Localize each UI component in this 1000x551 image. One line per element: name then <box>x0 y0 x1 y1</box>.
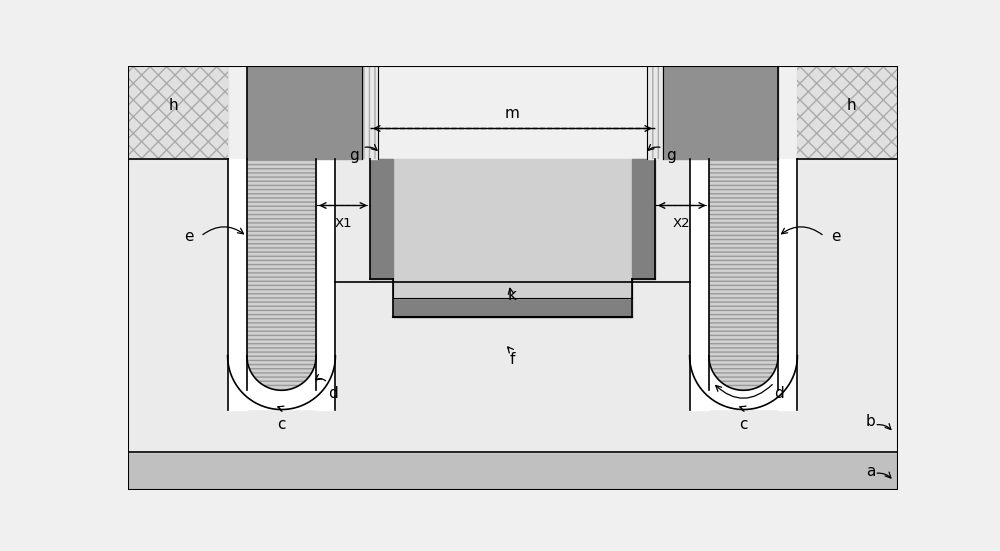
Bar <box>128 66 228 159</box>
Bar <box>316 159 335 409</box>
Bar <box>797 66 898 159</box>
Polygon shape <box>690 355 797 409</box>
Polygon shape <box>690 355 797 409</box>
Text: c: c <box>739 417 748 432</box>
Polygon shape <box>247 355 316 390</box>
Text: b: b <box>866 414 875 429</box>
Bar <box>709 159 778 390</box>
Text: g: g <box>666 148 676 163</box>
Bar <box>647 66 663 159</box>
Bar <box>362 66 378 159</box>
Polygon shape <box>228 355 335 409</box>
Bar <box>778 159 797 409</box>
Bar <box>370 159 393 279</box>
Polygon shape <box>370 159 655 317</box>
Bar <box>228 159 247 409</box>
Text: f: f <box>510 352 515 367</box>
Text: X1: X1 <box>334 217 352 230</box>
Bar <box>393 298 632 317</box>
Text: h: h <box>846 98 856 113</box>
Text: h: h <box>169 98 179 113</box>
Bar <box>632 159 655 279</box>
Bar <box>797 66 898 159</box>
Text: e: e <box>831 229 841 244</box>
Bar <box>247 66 362 159</box>
Text: k: k <box>508 289 517 304</box>
Bar <box>709 159 778 390</box>
Bar <box>128 452 898 490</box>
Bar <box>362 66 378 159</box>
Polygon shape <box>709 355 778 390</box>
Text: d: d <box>774 386 784 402</box>
Bar <box>247 159 316 390</box>
Text: X2: X2 <box>673 217 691 230</box>
Text: d: d <box>328 386 337 402</box>
Bar <box>128 159 898 452</box>
Bar <box>128 66 228 159</box>
Text: m: m <box>505 106 520 121</box>
Bar <box>663 66 778 159</box>
Text: a: a <box>866 463 875 479</box>
Bar <box>393 279 632 298</box>
Text: g: g <box>349 148 358 163</box>
Bar <box>690 159 709 409</box>
Text: e: e <box>184 229 194 244</box>
Polygon shape <box>228 355 335 409</box>
Bar <box>247 159 316 390</box>
Text: c: c <box>277 417 286 432</box>
Bar <box>647 66 663 159</box>
